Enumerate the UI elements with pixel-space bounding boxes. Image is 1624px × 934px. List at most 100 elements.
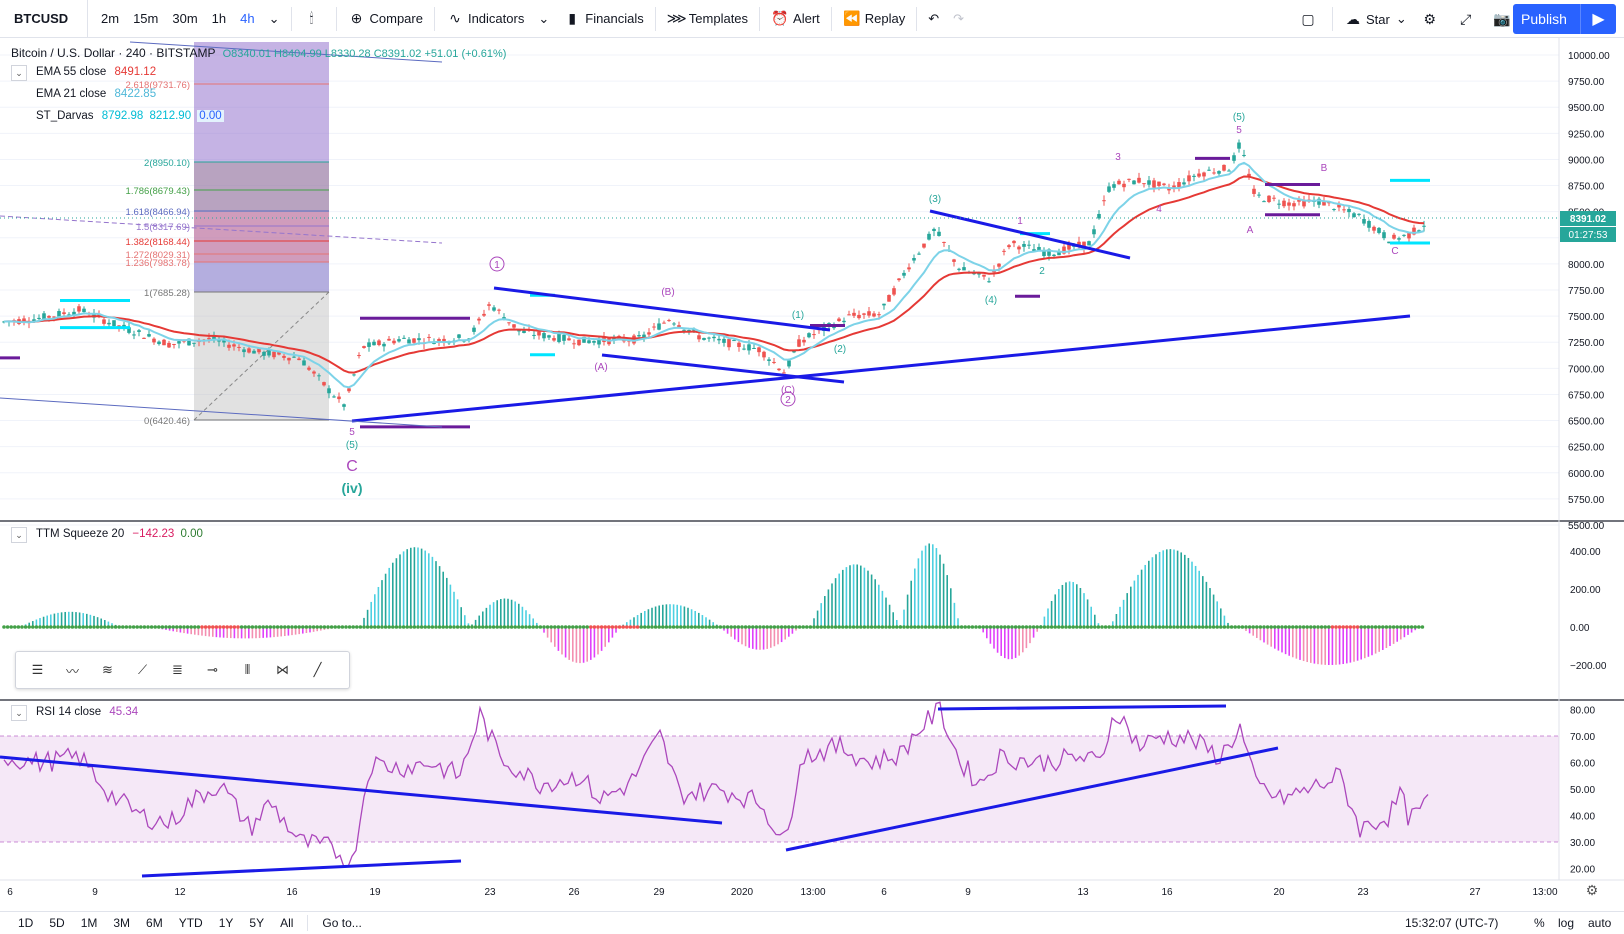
- ttm-squeeze-dot: [448, 625, 453, 629]
- candles: [2, 139, 1426, 411]
- ttm-squeeze-dot: [1049, 625, 1054, 629]
- indicators-dropdown[interactable]: ⌄: [531, 0, 556, 38]
- ttm-squeeze-dot: [344, 625, 348, 629]
- upper-channel-line[interactable]: [493, 286, 831, 332]
- candle-body: [732, 340, 736, 342]
- price-tick: 5750.00: [1568, 495, 1605, 506]
- templates-icon: ⋙: [666, 10, 687, 26]
- fib-tool-icon[interactable]: ≣: [172, 662, 183, 677]
- fullscreen-select-button[interactable]: ▢: [1292, 0, 1328, 38]
- log-toggle[interactable]: log: [1558, 916, 1575, 930]
- thin-trendline-top[interactable]: [129, 41, 443, 63]
- time-tick: 19: [369, 887, 381, 898]
- redo-button[interactable]: ↷: [946, 0, 971, 38]
- pattern-tool-icon[interactable]: ⋈: [276, 662, 289, 677]
- ttm-squeeze-dot: [1165, 625, 1169, 629]
- range-1m[interactable]: 1M: [80, 916, 98, 930]
- interval-2m[interactable]: 2m: [101, 11, 120, 26]
- alert-button[interactable]: ⏰ Alert: [764, 0, 827, 38]
- replay-button[interactable]: ⏪ Replay: [836, 0, 912, 38]
- candle-body: [272, 351, 276, 358]
- darvas-legend[interactable]: ST_Darvas 8792.98 8212.90 0.00: [36, 110, 224, 122]
- candle-body: [537, 331, 541, 336]
- price-tick: 6500.00: [1568, 417, 1605, 428]
- ttm-label: TTM Squeeze 20: [36, 528, 125, 540]
- undo-button[interactable]: ↶: [921, 0, 946, 38]
- ema21-legend[interactable]: EMA 21 close 8422.85: [36, 88, 156, 100]
- trendline-tool-icon[interactable]: ╱: [313, 662, 322, 677]
- wave-2-small: 2: [1039, 266, 1045, 277]
- interval-30m[interactable]: 30m: [172, 11, 198, 26]
- fib-retracement[interactable]: [193, 42, 330, 421]
- dashed-trendline[interactable]: [0, 215, 443, 244]
- horizontal-line-icon[interactable]: ⊸: [207, 662, 218, 677]
- rsi-legend[interactable]: RSI 14 close 45.34: [36, 706, 138, 718]
- rsi-trendline-4[interactable]: [937, 704, 1227, 711]
- ttm-squeeze-dot: [31, 625, 35, 629]
- indicators-button[interactable]: ∿ Indicators: [439, 0, 531, 38]
- ema55-legend[interactable]: EMA 55 close 8491.12: [36, 66, 156, 78]
- templates-button[interactable]: ⋙ Templates: [660, 0, 755, 38]
- ttm-squeeze-dot: [437, 625, 442, 629]
- path-tool-icon[interactable]: ⟋: [137, 662, 148, 677]
- lower-channel-line[interactable]: [601, 353, 845, 384]
- range-5d[interactable]: 5D: [49, 916, 65, 930]
- flag-trendline[interactable]: [929, 209, 1131, 260]
- range-ytd[interactable]: YTD: [178, 916, 203, 930]
- auto-toggle[interactable]: auto: [1588, 916, 1612, 930]
- interval-1h[interactable]: 1h: [211, 11, 227, 26]
- rsi-trendline-1[interactable]: [0, 755, 723, 825]
- snapshot-button[interactable]: 📷: [1486, 0, 1522, 38]
- range-5y[interactable]: 5Y: [249, 916, 265, 930]
- chart-canvas[interactable]: 2.618(9731.76) 2(8950.10) 1.786(8679.43) 1.…: [0, 38, 1624, 911]
- main-trendlines[interactable]: [0, 41, 1411, 428]
- range-1y[interactable]: 1Y: [218, 916, 234, 930]
- chevron-down-icon: ⌄: [15, 529, 23, 540]
- ttm-squeeze-dot: [113, 625, 118, 629]
- darvas-value-3: 0.00: [197, 110, 224, 122]
- chart-type-button[interactable]: 🕯: [296, 0, 332, 38]
- ttm-squeeze-dot: [1355, 625, 1360, 629]
- wave-3-small: 3: [1115, 152, 1121, 163]
- range-all[interactable]: All: [280, 916, 294, 930]
- symbol-search[interactable]: BTCUSD: [0, 0, 88, 38]
- vertical-lines-icon[interactable]: ⦀: [244, 662, 251, 677]
- support-trendline[interactable]: [351, 314, 1411, 423]
- settings-button[interactable]: ⚙: [1414, 0, 1450, 38]
- rsi-trendline-3[interactable]: [785, 746, 1279, 852]
- star-layout-button[interactable]: ☁ Star ⌄: [1337, 0, 1414, 38]
- clock[interactable]: 15:32:07 (UTC-7): [1405, 916, 1499, 930]
- wave-abc-icon[interactable]: 〰: [65, 663, 79, 679]
- interval-15m[interactable]: 15m: [133, 11, 159, 26]
- lines-tool-icon[interactable]: ☰: [31, 662, 44, 677]
- range-3m[interactable]: 3M: [113, 916, 131, 930]
- percent-toggle[interactable]: %: [1534, 916, 1545, 930]
- financials-button[interactable]: ▮ Financials: [556, 0, 651, 38]
- legend-collapse-button[interactable]: ⌄: [11, 65, 27, 81]
- rsi-trendline-2[interactable]: [141, 859, 462, 878]
- range-1d[interactable]: 1D: [18, 916, 34, 930]
- compare-button[interactable]: ⊕ Compare: [341, 0, 430, 38]
- time-tick: 20: [1273, 887, 1285, 898]
- interval-dropdown[interactable]: ⌄: [262, 0, 287, 38]
- interval-4h[interactable]: 4h: [240, 11, 255, 26]
- price-axis[interactable]: 10000.00 9750.00 9500.00 9250.00 9000.00 8750…: [1568, 51, 1610, 532]
- ttm-squeeze-dot: [376, 625, 381, 629]
- rsi-trendlines[interactable]: [0, 704, 1279, 878]
- time-axis[interactable]: 6 9 12 16 19 23 26 29 2020 13:00 6 9 13 16 20 23 27 13:00: [7, 887, 1558, 898]
- rsi-collapse-button[interactable]: ⌄: [11, 705, 27, 721]
- thin-trendline-low[interactable]: [0, 397, 443, 428]
- gear-icon[interactable]: ⚙: [1586, 882, 1599, 898]
- candle-body: [722, 338, 726, 343]
- wave-labels[interactable]: 1 (A) (B) (C) 2 (1) (2) (3) (4) (5) 5 3 …: [342, 112, 1399, 496]
- range-6m[interactable]: 6M: [146, 916, 163, 930]
- goto-button[interactable]: Go to...: [322, 916, 362, 930]
- ttm-squeeze-dot: [977, 625, 982, 629]
- wave-12345-icon[interactable]: ≋: [102, 662, 113, 677]
- candles-icon: 🕯: [309, 10, 314, 26]
- candle-body: [587, 340, 591, 344]
- publish-play-button[interactable]: ▶: [1580, 4, 1616, 34]
- fullscreen-button[interactable]: ⤢: [1450, 0, 1486, 38]
- ttm-collapse-button[interactable]: ⌄: [11, 527, 27, 543]
- ttm-legend[interactable]: TTM Squeeze 20 −142.23 0.00: [36, 528, 203, 540]
